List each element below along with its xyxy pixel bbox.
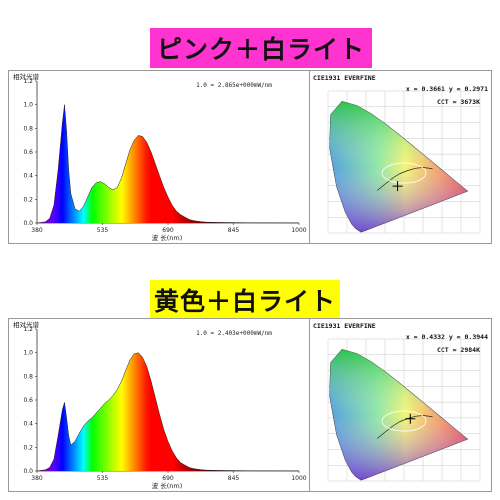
y-tick-label: 0.0 xyxy=(23,220,33,227)
banner-pink-white: ピンク＋白ライト xyxy=(150,28,372,68)
cie-xy-readout: x = 0.4332 y = 0.3944 xyxy=(406,333,488,341)
cie-panel-top: CIE1931 EVERFINE x = 0.3661 y = 0.2971 CCT… xyxy=(309,70,492,244)
cie-cct-readout: CCT = 3673K xyxy=(437,98,480,106)
x-tick-label: 1000 xyxy=(291,227,306,234)
y-tick-label: 0.2 xyxy=(23,196,33,203)
x-axis-title: 波 长(nm) xyxy=(152,233,183,242)
scale-note: 1.0 = 2.403e+000mW/nm xyxy=(196,330,272,337)
cie-panel-bottom: CIE1931 EVERFINE x = 0.4332 y = 0.3944 CCT… xyxy=(309,318,492,492)
x-tick-label: 380 xyxy=(31,475,43,482)
y-axis-title: 相对光谱 xyxy=(13,320,40,329)
y-tick-label: 1.0 xyxy=(23,102,33,109)
cie-xy-readout: x = 0.3661 y = 0.2971 xyxy=(406,85,488,93)
y-tick-label: 1.2 xyxy=(23,326,33,333)
y-tick-label: 1.2 xyxy=(23,78,33,85)
y-tick-label: 0.2 xyxy=(23,444,33,451)
white-region-ellipse xyxy=(381,162,427,184)
cie-title: CIE1931 EVERFINE xyxy=(313,322,376,330)
y-tick-label: 0.8 xyxy=(23,125,33,132)
scale-note: 1.0 = 2.865e+000mW/nm xyxy=(196,82,272,89)
spectrum-panel-top: 相対光谱 1.0 = 2.865e+000mW/nm 0.0 0.2 0.4 0.6 0.8… xyxy=(8,70,310,244)
y-axis-title: 相対光谱 xyxy=(13,72,40,81)
planckian-locus xyxy=(377,167,433,191)
cie-gamut-overlay xyxy=(329,101,468,233)
spectrum-line xyxy=(36,352,300,472)
spectrum-chart-top: 相対光谱 1.0 = 2.865e+000mW/nm 0.0 0.2 0.4 0.6 0.8… xyxy=(13,72,307,242)
spectrum-panel-bottom: 相对光谱 1.0 = 2.403e+000mW/nm 0.0 0.2 0.4 0.6 0.8… xyxy=(8,318,310,492)
planckian-locus xyxy=(377,415,433,439)
x-tick-label: 535 xyxy=(97,227,109,234)
cie-chart-top: CIE1931 EVERFINE x = 0.3661 y = 0.2971 CCT… xyxy=(313,74,488,234)
spectrum-area xyxy=(37,104,299,223)
x-tick-label: 845 xyxy=(228,475,240,482)
x-tick-label: 535 xyxy=(97,475,109,482)
y-tick-label: 0.0 xyxy=(23,468,33,475)
y-tick-label: 0.6 xyxy=(23,397,33,404)
spectrum-chart-bottom: 相对光谱 1.0 = 2.403e+000mW/nm 0.0 0.2 0.4 0.6 0.8… xyxy=(13,320,307,490)
banner-yellow-white-label: 黄色＋白ライト xyxy=(153,287,336,316)
x-tick-label: 1000 xyxy=(291,475,306,482)
y-tick-label: 0.4 xyxy=(23,421,33,428)
y-tick-label: 0.6 xyxy=(23,149,33,156)
y-tick-label: 0.4 xyxy=(23,173,33,180)
banner-pink-white-label: ピンク＋白ライト xyxy=(156,35,365,64)
y-tick-label: 1.0 xyxy=(23,350,33,357)
spectrum-line xyxy=(36,104,300,224)
spectrum-area xyxy=(37,352,299,471)
x-axis-title: 波 长(nm) xyxy=(152,481,183,490)
cie-gamut-overlay xyxy=(329,349,468,481)
cie-cct-readout: CCT = 2984K xyxy=(437,346,480,354)
y-tick-label: 0.8 xyxy=(23,373,33,380)
white-region-ellipse xyxy=(381,410,427,432)
x-tick-label: 690 xyxy=(162,227,174,234)
x-tick-label: 845 xyxy=(228,227,240,234)
x-tick-label: 690 xyxy=(162,475,174,482)
x-tick-label: 380 xyxy=(31,227,43,234)
banner-yellow-white: 黄色＋白ライト xyxy=(150,280,340,320)
cie-title: CIE1931 EVERFINE xyxy=(313,74,376,82)
cie-chart-bottom: CIE1931 EVERFINE x = 0.4332 y = 0.3944 CCT… xyxy=(313,322,488,482)
